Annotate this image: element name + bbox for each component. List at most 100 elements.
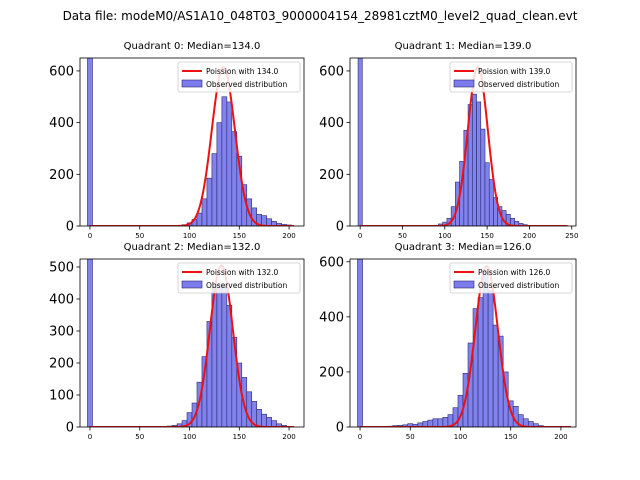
legend-label-poisson: Poission with 134.0 [206, 67, 279, 76]
x-tick-label: 100 [183, 232, 196, 240]
legend-label-poisson: Poission with 139.0 [478, 67, 551, 76]
histogram-bar [221, 96, 228, 226]
y-tick-label: 0 [66, 421, 74, 436]
histogram-bar-zero [357, 259, 363, 427]
histogram-bar [437, 418, 444, 427]
histogram-bar [442, 417, 449, 427]
y-tick-label: 500 [49, 261, 74, 276]
legend-label-poisson: Poission with 126.0 [478, 268, 551, 277]
histogram-bar [201, 198, 208, 226]
legend-label-observed: Observed distribution [206, 281, 287, 290]
x-tick-label: 100 [438, 232, 451, 240]
x-tick-label: 150 [480, 232, 493, 240]
y-tick-label: 0 [336, 220, 344, 235]
histogram-bar [261, 215, 267, 226]
x-tick-label: 200 [523, 232, 536, 240]
histogram-bar [216, 284, 223, 427]
poisson-curve [89, 264, 295, 427]
y-tick-label: 200 [319, 365, 344, 380]
legend-bar-swatch [181, 79, 203, 88]
plot-area [87, 58, 295, 226]
subplot-quadrant-3: 0 50 100 150 200 0 200 400 600 Quadrant 3: Median… [319, 242, 577, 441]
axes-frame [349, 258, 577, 428]
x-tick-label: 100 [183, 433, 196, 441]
subplot-quadrant-1: 0 50 100 150 200 250 0 200 400 600 Quadrant 1: Med… [319, 41, 578, 240]
subplot-title: Quadrant 3: Median=126.0 [395, 242, 532, 253]
x-tick-label: 0 [88, 433, 92, 441]
x-tick-label: 0 [88, 232, 92, 240]
legend-label-observed: Observed distribution [478, 281, 559, 290]
histogram-bar [226, 305, 233, 427]
subplot-title: Quadrant 2: Median=132.0 [124, 242, 261, 253]
y-tick-label: 0 [336, 421, 344, 436]
legend-box [177, 262, 301, 294]
histogram-bar [432, 418, 439, 427]
x-tick-label: 250 [565, 232, 578, 240]
y-tick-label: 200 [49, 168, 74, 183]
y-tick-label: 300 [49, 325, 74, 340]
legend-box [449, 262, 573, 294]
subplot-title: Quadrant 1: Median=139.0 [395, 41, 532, 52]
x-tick-label: 150 [233, 232, 246, 240]
legend-bar-swatch [453, 280, 475, 289]
histogram-bar [216, 122, 223, 226]
histogram-bar [261, 413, 267, 427]
histogram-bar-zero [87, 58, 93, 226]
x-tick-label: 200 [282, 232, 295, 240]
histogram-bar [487, 290, 494, 427]
legend: Poission with 139.0 Observed distribution [449, 61, 573, 93]
x-tick-label: 100 [454, 433, 467, 441]
legend-label-observed: Observed distribution [478, 80, 559, 89]
x-tick-label: 50 [135, 433, 144, 441]
y-tick-label: 400 [319, 116, 344, 131]
histogram-bar [488, 179, 494, 226]
x-tick-label: 150 [504, 433, 517, 441]
legend-bar-swatch [453, 79, 475, 88]
plot-area [357, 58, 568, 226]
histogram-bar [226, 101, 233, 226]
histogram-bar [256, 409, 262, 427]
subplot-quadrant-2: 0 50 100 150 200 0 100 200 300 400 500 Quadrant 2: … [49, 242, 305, 441]
x-tick-label: 50 [398, 232, 407, 240]
histogram-bar [476, 101, 482, 226]
x-tick-label: 0 [358, 433, 362, 441]
y-tick-label: 200 [49, 357, 74, 372]
histogram-bar [484, 162, 490, 226]
histogram-bar [482, 269, 489, 427]
histogram-bar [211, 153, 218, 226]
legend-box [449, 61, 573, 93]
poisson-curve [89, 65, 295, 226]
histogram-bar-zero [87, 259, 93, 427]
legend-box [177, 61, 301, 93]
legend-label-poisson: Poission with 132.0 [206, 268, 279, 277]
legend: Poission with 134.0 Observed distribution [177, 61, 301, 93]
y-tick-label: 600 [319, 255, 344, 270]
axes-frame [79, 258, 305, 428]
subplot-quadrant-0: 0 50 100 150 200 0 200 400 600 Quadrant 0: Median… [49, 41, 305, 240]
y-tick-label: 600 [319, 64, 344, 79]
y-tick-label: 600 [49, 64, 74, 79]
figure-suptitle: Data file: modeM0/AS1A10_048T03_90000041… [63, 9, 578, 23]
histogram-bar [206, 177, 213, 226]
legend: Poission with 126.0 Observed distribution [449, 262, 573, 294]
axes-frame [79, 57, 305, 227]
y-tick-label: 400 [319, 310, 344, 325]
legend: Poission with 132.0 Observed distribution [177, 262, 301, 294]
subplot-grid: 0 50 100 150 200 0 200 400 600 Quadrant 0: Median… [49, 41, 578, 441]
legend-label-observed: Observed distribution [206, 80, 287, 89]
axes-frame [349, 57, 577, 227]
subplot-title: Quadrant 0: Median=134.0 [124, 41, 261, 52]
histogram-bar [480, 128, 486, 226]
y-tick-label: 200 [319, 168, 344, 183]
x-tick-label: 50 [406, 433, 415, 441]
histogram-bar [477, 297, 484, 427]
x-tick-label: 200 [554, 433, 567, 441]
legend-bar-swatch [181, 280, 203, 289]
x-tick-label: 200 [282, 433, 295, 441]
y-tick-label: 400 [49, 293, 74, 308]
x-tick-label: 50 [135, 232, 144, 240]
histogram-bar [492, 324, 499, 427]
y-tick-label: 100 [49, 389, 74, 404]
y-tick-label: 0 [66, 220, 74, 235]
